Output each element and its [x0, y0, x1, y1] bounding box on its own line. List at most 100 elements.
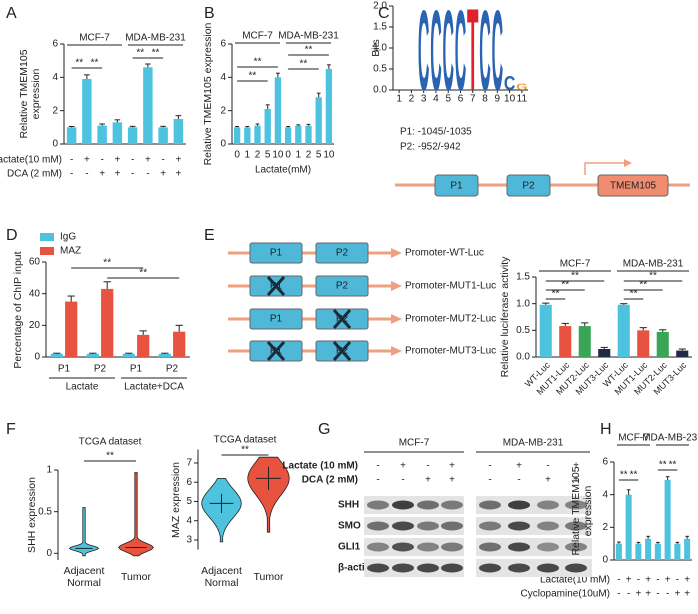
- blot-band: [392, 563, 414, 573]
- x-tick-label: 5: [316, 150, 322, 161]
- bar: [635, 543, 642, 560]
- blot-band: [508, 563, 530, 573]
- blot-band: [479, 563, 501, 573]
- legend-swatch: [40, 247, 54, 255]
- significance-label: **: [103, 258, 111, 269]
- construct-box: [315, 275, 369, 297]
- blot-band: [565, 521, 587, 531]
- x-tick-label: 5: [265, 150, 271, 161]
- x-tick-label: 10: [504, 94, 516, 105]
- significance-label: **: [300, 59, 308, 70]
- condition-sign: +: [160, 169, 166, 180]
- blot-row-label: SHH: [338, 500, 359, 511]
- bar: [264, 109, 271, 144]
- bar: [143, 67, 153, 144]
- bar: [284, 127, 292, 144]
- y-tick-label: 1.0: [516, 298, 530, 309]
- condition-sign: -: [656, 575, 659, 586]
- bar: [65, 301, 78, 357]
- bar: [664, 479, 671, 560]
- y-axis-label: Bits: [370, 39, 382, 57]
- condition-sign: +: [175, 169, 181, 180]
- logo-letter: C: [479, 0, 491, 115]
- bar: [173, 331, 186, 357]
- significance-label: **: [630, 470, 638, 481]
- significance-label: **: [106, 451, 114, 462]
- blot-condition-sign: +: [449, 475, 455, 486]
- blot-condition-sign: -: [546, 461, 549, 472]
- blot-row-label: β-actin: [338, 563, 371, 574]
- x-axis-label: Lactate(mM): [255, 165, 311, 176]
- bar: [233, 127, 241, 144]
- blot-strip: [476, 517, 592, 535]
- blot-band: [537, 521, 559, 531]
- bar: [305, 125, 312, 144]
- panel-label: A: [6, 5, 17, 22]
- significance-label: **: [305, 45, 313, 56]
- x-tick-label: Tumor: [253, 571, 284, 583]
- significance-label: **: [669, 460, 677, 471]
- y-axis-label: Relative luciferase activity: [499, 256, 511, 378]
- x-tick-label: 9: [495, 94, 501, 105]
- condition-sign: -: [617, 589, 620, 600]
- blot-band: [479, 521, 501, 531]
- bar: [539, 304, 552, 357]
- group-label: Lactate: [66, 382, 99, 393]
- logo-letter: T: [467, 0, 479, 115]
- y-tick-label: 6: [602, 457, 608, 468]
- blot-group-label: MDA-MB-231: [503, 438, 564, 449]
- bar: [112, 122, 123, 144]
- blot-condition-sign: -: [517, 475, 520, 486]
- construct-box-label: P2: [336, 281, 349, 292]
- blot-condition-sign: -: [488, 475, 491, 486]
- x-tick-label: 6: [458, 94, 464, 105]
- blot-condition-label: DCA (2 mM): [302, 475, 358, 486]
- panel-label: B: [204, 5, 215, 22]
- bar: [674, 543, 681, 560]
- condition-sign: +: [645, 589, 651, 600]
- promoter-box: [597, 174, 669, 197]
- blot-band: [417, 521, 439, 531]
- bar: [173, 119, 184, 144]
- condition-sign: -: [627, 589, 630, 600]
- bar: [254, 125, 261, 144]
- condition-sign: +: [684, 589, 690, 600]
- condition-label: DCA (2 mM): [7, 169, 62, 180]
- x-tick-label: 10: [323, 150, 335, 161]
- bar: [66, 127, 77, 144]
- x-tick-label: P1: [58, 364, 71, 375]
- blot-condition-sign: +: [449, 461, 455, 472]
- bar: [325, 69, 333, 144]
- group-label: MDA-MB-231: [623, 259, 684, 270]
- bar: [684, 538, 691, 560]
- y-tick-label: 0: [46, 548, 52, 559]
- x-tick-label: 10: [272, 150, 284, 161]
- bar: [274, 77, 282, 144]
- blot-condition-sign: +: [573, 461, 579, 472]
- blot-band: [508, 500, 530, 510]
- significance-label: **: [552, 289, 560, 300]
- promoter-box-label: P1: [450, 181, 463, 192]
- blot-condition-sign: +: [400, 461, 406, 472]
- promoter-box-label: P2: [522, 181, 535, 192]
- panel-label: D: [6, 227, 18, 244]
- y-axis-label: MAZ expression: [170, 462, 182, 538]
- group-label: Lactate+DCA: [124, 382, 184, 393]
- condition-sign: -: [617, 575, 620, 586]
- blot-band: [537, 500, 559, 510]
- blot-row-label: GLI1: [338, 542, 361, 553]
- x-tick-label: 11: [517, 94, 528, 105]
- mutation-mark: [332, 341, 352, 361]
- bar: [295, 125, 302, 144]
- condition-sign: -: [161, 155, 164, 166]
- x-tick-label: P2: [166, 364, 179, 375]
- condition-sign: +: [684, 575, 690, 586]
- condition-sign: -: [131, 169, 134, 180]
- blot-condition-sign: -: [376, 461, 379, 472]
- condition-sign: +: [145, 155, 151, 166]
- x-tick-label: P2: [94, 364, 107, 375]
- blot-band: [417, 500, 439, 510]
- blot-band: [367, 521, 389, 531]
- y-tick-label: 4: [52, 72, 58, 83]
- construct-arrowhead: [391, 248, 402, 258]
